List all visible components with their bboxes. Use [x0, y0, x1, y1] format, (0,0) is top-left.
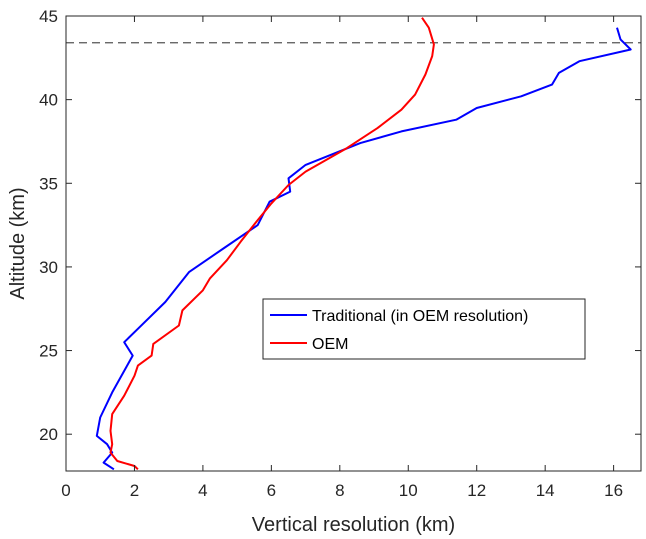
x-tick-label: 16: [604, 481, 623, 500]
x-tick-label: 14: [536, 481, 555, 500]
series-group: [95, 17, 632, 471]
y-tick-label: 40: [39, 91, 58, 110]
legend-label-traditional: Traditional (in OEM resolution): [312, 308, 528, 325]
x-tick-label: 6: [267, 481, 276, 500]
series-line-oem: [109, 17, 435, 471]
axes-box: [65, 15, 642, 472]
y-tick-label: 20: [39, 425, 58, 444]
legend-box: [262, 298, 586, 360]
series-line-traditional: [95, 27, 632, 471]
x-tick-label: 2: [130, 481, 139, 500]
ticks-group: [65, 15, 641, 471]
y-axis-label: Altitude (km): [7, 187, 29, 299]
x-tick-label: 8: [335, 481, 344, 500]
y-tick-label: 45: [39, 7, 58, 26]
tick-labels-group: 0 2 4 6 8 10 12 14 16 20 25 30 35 40 45: [39, 7, 623, 500]
x-tick-label: 4: [198, 481, 207, 500]
legend: Traditional (in OEM resolution) OEM: [262, 298, 586, 360]
x-tick-label: 10: [399, 481, 418, 500]
y-tick-label: 35: [39, 174, 58, 193]
x-axis-label: Vertical resolution (km): [252, 514, 455, 536]
x-tick-label: 0: [61, 481, 70, 500]
y-tick-label: 25: [39, 342, 58, 361]
y-tick-label: 30: [39, 258, 58, 277]
legend-label-oem: OEM: [312, 336, 348, 353]
x-tick-label: 12: [467, 481, 486, 500]
